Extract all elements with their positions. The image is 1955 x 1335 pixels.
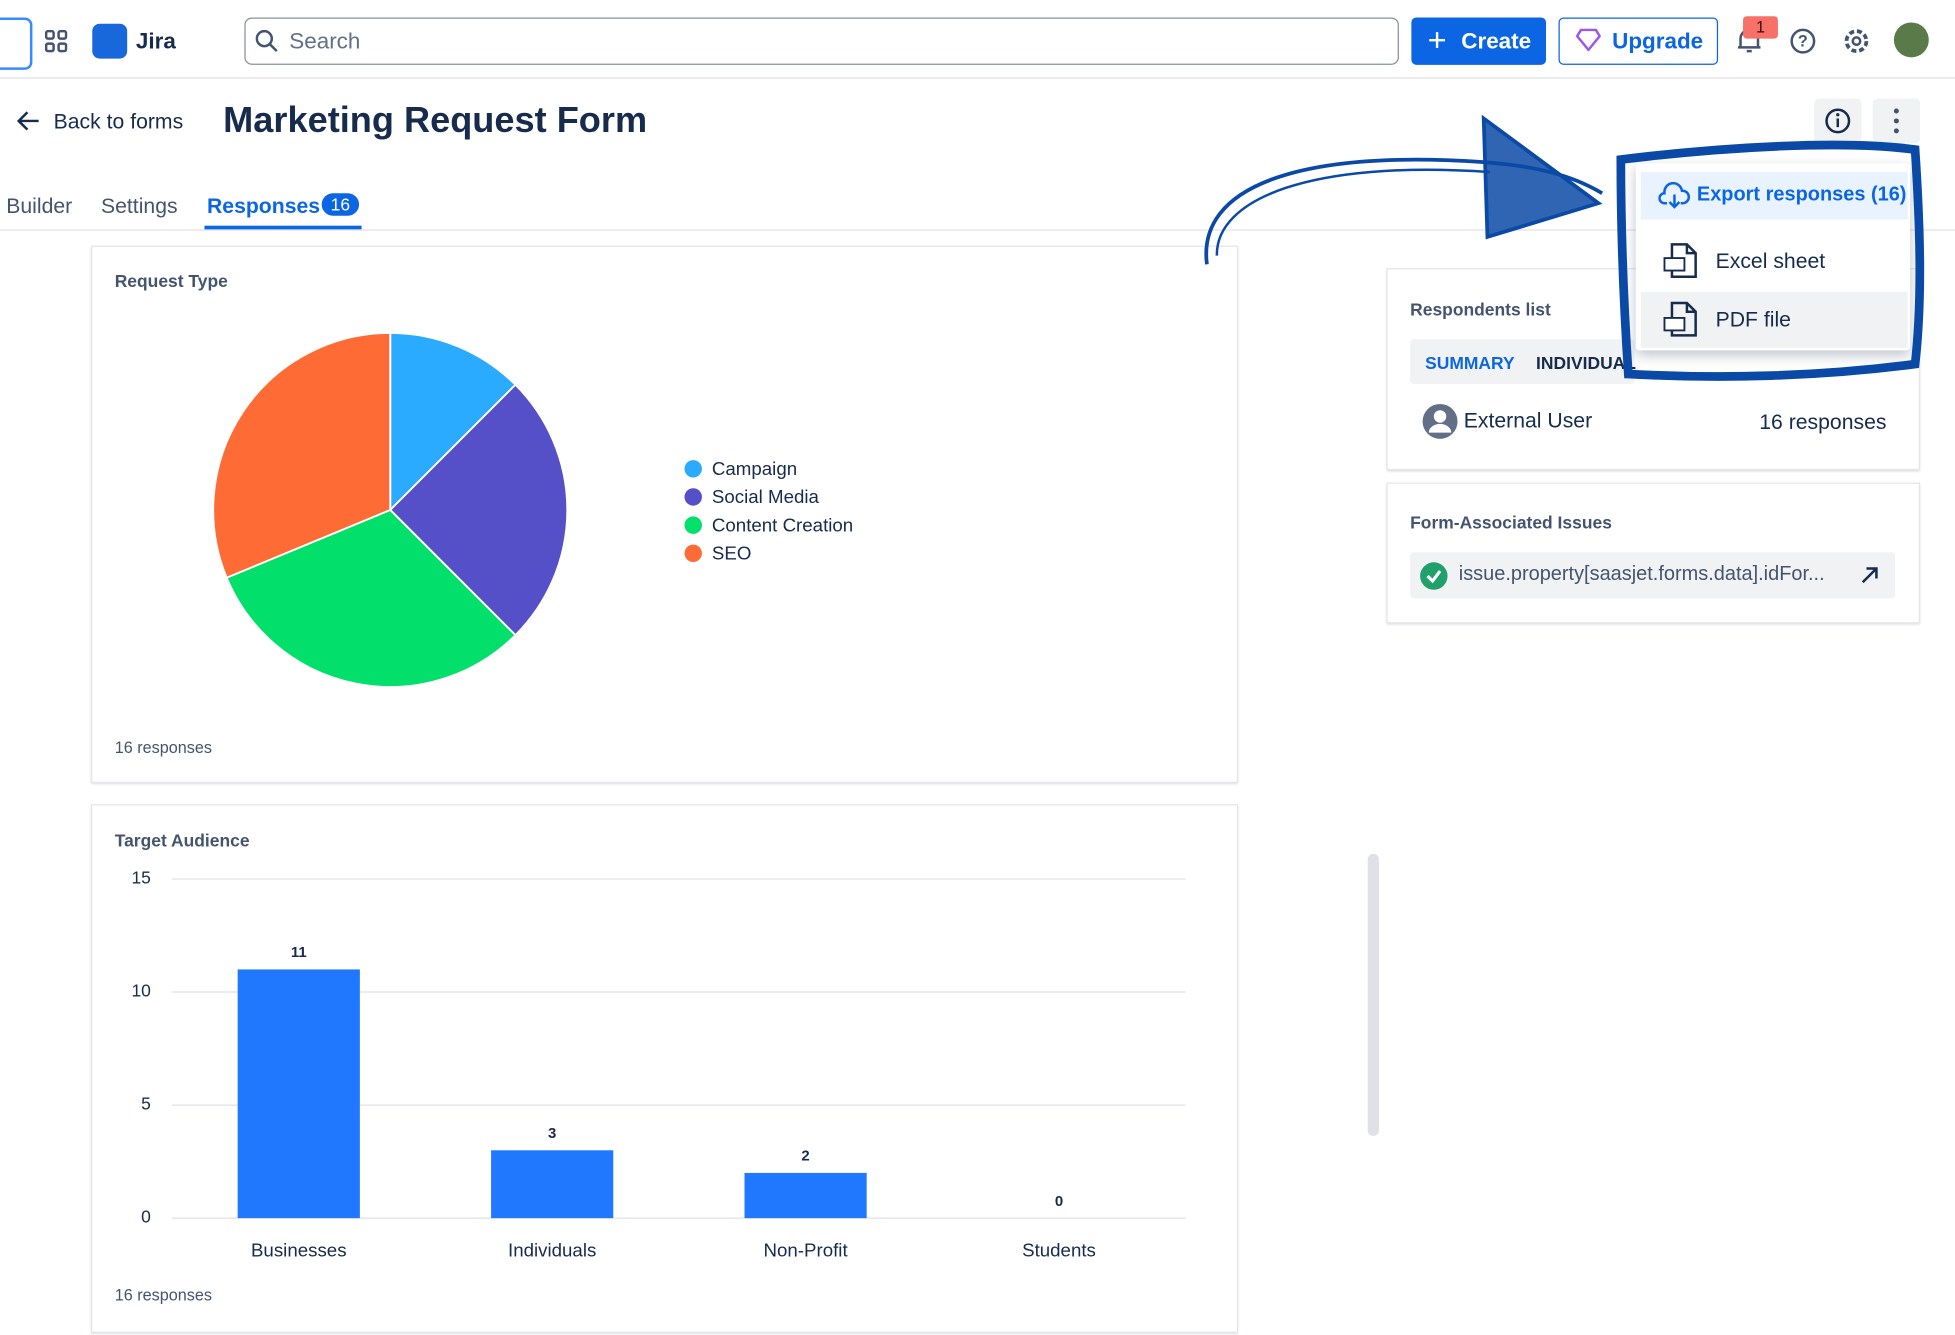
search-placeholder: Search xyxy=(289,28,361,54)
product-name[interactable]: Jira xyxy=(135,28,176,54)
issue-link[interactable]: issue.property[saasjet.forms.data].idFor… xyxy=(1458,563,1825,585)
bar xyxy=(237,969,360,1219)
chart-footer: 16 responses xyxy=(114,738,213,757)
view-tab[interactable]: INDIVIDUAL xyxy=(1536,352,1636,373)
x-tick-label: Non-Profit xyxy=(764,1240,849,1261)
info-icon xyxy=(1825,108,1851,134)
value-label: 3 xyxy=(548,1125,556,1142)
more-icon xyxy=(1893,108,1899,134)
tab[interactable]: Builder xyxy=(6,194,73,219)
jira-logo[interactable] xyxy=(92,23,128,59)
legend-label: SEO xyxy=(712,543,751,564)
y-tick-label: 5 xyxy=(141,1094,151,1114)
view-tab-active[interactable]: SUMMARY xyxy=(1425,352,1515,373)
legend-swatch xyxy=(684,488,702,506)
upgrade-label: Upgrade xyxy=(1612,28,1704,54)
menu-item[interactable]: Excel sheet xyxy=(1715,249,1826,274)
bar xyxy=(744,1172,867,1219)
x-tick-label: Individuals xyxy=(508,1240,596,1261)
issue-check xyxy=(1420,562,1448,590)
respondent-count: 16 responses xyxy=(1759,410,1887,434)
chart-title: Target Audience xyxy=(114,830,250,851)
y-tick-label: 0 xyxy=(141,1207,151,1227)
issues-title: Form-Associated Issues xyxy=(1410,512,1612,533)
help-icon[interactable]: ? xyxy=(1789,27,1816,54)
bar xyxy=(491,1150,614,1219)
create-button[interactable] xyxy=(1411,17,1547,65)
value-label: 2 xyxy=(801,1148,809,1165)
legend-label: Social Media xyxy=(712,486,820,507)
svg-text:?: ? xyxy=(1798,33,1808,51)
chart-footer: 16 responses xyxy=(114,1285,213,1305)
view-toggle xyxy=(1410,339,1635,385)
value-label: 11 xyxy=(291,944,307,961)
cloud-icon xyxy=(1658,182,1691,209)
pie-slice xyxy=(212,331,392,579)
apps-icon[interactable] xyxy=(44,29,68,53)
charts: Campaign Social Media Content Creation SEO 0… xyxy=(131,331,1186,1261)
open-icon[interactable] xyxy=(1860,565,1880,585)
chart-title: Request Type xyxy=(114,270,228,291)
sidebar-toggle[interactable] xyxy=(0,17,33,70)
y-tick-label: 10 xyxy=(131,981,151,1001)
settings-icon[interactable] xyxy=(1843,27,1870,54)
x-tick-label: Businesses xyxy=(251,1240,347,1261)
respondents-title: Respondents list xyxy=(1410,299,1551,320)
user-icon xyxy=(1422,403,1458,439)
value-label: 0 xyxy=(1055,1193,1063,1210)
create-label: Create xyxy=(1461,28,1532,54)
scrollbar[interactable] xyxy=(1367,854,1379,1136)
pie-slice xyxy=(388,383,569,637)
respondent-name[interactable]: External User xyxy=(1463,408,1593,433)
search-icon xyxy=(255,29,278,53)
form-title: Marketing Request Form xyxy=(223,100,648,141)
x-tick-label: Students xyxy=(1022,1240,1096,1261)
upgrade-button[interactable] xyxy=(1558,17,1719,65)
tab-badge: 16 xyxy=(321,193,360,216)
tab[interactable]: Settings xyxy=(100,194,178,219)
pie-slice xyxy=(225,508,517,688)
export-header[interactable]: Export responses (16) xyxy=(1696,184,1907,206)
xls-icon xyxy=(1663,243,1697,279)
legend-label: Campaign xyxy=(712,458,797,479)
legend-label: Content Creation xyxy=(712,514,853,535)
menu-item[interactable]: PDF file xyxy=(1715,307,1791,332)
issue-row[interactable] xyxy=(1410,552,1896,599)
top-nav xyxy=(0,0,1955,79)
tab-underline xyxy=(204,225,362,230)
notification-badge: 1 xyxy=(1743,16,1778,39)
avatar[interactable] xyxy=(1893,22,1929,58)
pie-slice xyxy=(389,331,517,513)
create-icon: + xyxy=(1427,21,1447,59)
tabs-divider xyxy=(0,229,1955,231)
legend-swatch xyxy=(684,460,702,478)
back-link[interactable]: Back to forms xyxy=(53,109,184,134)
legend-swatch xyxy=(684,544,702,563)
back-arrow[interactable] xyxy=(16,110,41,132)
search-box[interactable] xyxy=(244,17,1399,65)
upgrade-icon xyxy=(1575,28,1601,52)
pdf-icon xyxy=(1663,301,1697,337)
legend-swatch xyxy=(684,516,702,534)
tab-active[interactable]: Responses xyxy=(206,194,321,219)
y-tick-label: 15 xyxy=(131,868,150,888)
